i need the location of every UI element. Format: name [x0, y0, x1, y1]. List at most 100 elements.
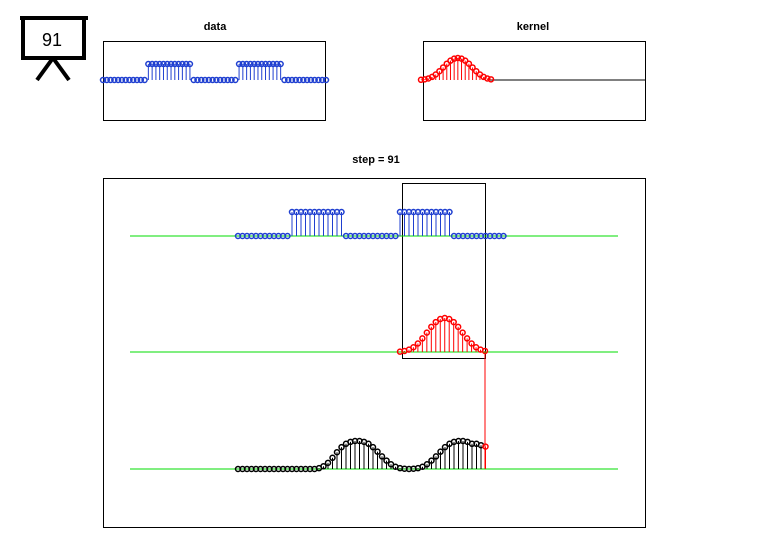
- stem-marker: [473, 67, 480, 75]
- stem-marker: [284, 232, 291, 240]
- stem-marker: [436, 67, 443, 75]
- stem-marker: [216, 76, 224, 84]
- stem-marker: [482, 443, 489, 450]
- stem-marker: [164, 60, 171, 68]
- stem-marker: [99, 76, 107, 84]
- stem-marker: [423, 460, 431, 468]
- stem-marker: [432, 453, 440, 460]
- stem-marker: [421, 76, 428, 83]
- stem-marker: [273, 60, 281, 68]
- stem-marker: [450, 318, 457, 326]
- stem-marker: [205, 76, 213, 84]
- stem-marker: [315, 76, 322, 84]
- stem-marker: [160, 60, 167, 68]
- stem-marker: [224, 76, 231, 84]
- stem-marker: [239, 60, 247, 68]
- kernel-axes: [423, 41, 646, 121]
- stem-marker: [481, 347, 489, 355]
- stem-marker: [232, 76, 239, 84]
- stem-marker: [410, 343, 417, 351]
- stem-marker: [243, 60, 250, 68]
- stem-marker: [300, 76, 307, 84]
- stem-marker: [186, 60, 194, 68]
- stem-marker: [469, 64, 476, 71]
- stem-marker: [445, 315, 453, 323]
- stem-marker: [209, 76, 216, 84]
- stem-marker: [262, 60, 269, 68]
- slide-icon: [20, 16, 88, 82]
- stem-marker: [148, 60, 156, 68]
- stem-marker: [133, 76, 141, 84]
- stem-marker: [459, 329, 466, 336]
- stem-marker: [446, 208, 453, 216]
- title: kernel: [517, 21, 549, 33]
- stem-marker: [417, 76, 425, 84]
- stem-marker: [428, 323, 435, 331]
- stem-marker: [392, 232, 399, 240]
- stem-marker: [118, 76, 126, 84]
- stem-marker: [250, 60, 258, 68]
- stem-marker: [126, 76, 133, 84]
- stem-marker: [213, 76, 220, 84]
- step-axes: [103, 178, 646, 528]
- stem-marker: [443, 60, 451, 67]
- stem-marker: [107, 76, 114, 84]
- stem-marker: [437, 448, 444, 455]
- stem-marker: [365, 440, 372, 448]
- stem-marker: [137, 76, 145, 84]
- stem-marker: [428, 457, 435, 464]
- stem-marker: [450, 55, 458, 62]
- stem-marker: [190, 76, 197, 84]
- stem-marker: [439, 64, 447, 71]
- stem-marker: [414, 340, 422, 347]
- stem-marker: [114, 76, 122, 84]
- stem-marker: [333, 448, 341, 456]
- stem-marker: [383, 457, 390, 464]
- stem-marker: [338, 208, 345, 216]
- stem-marker: [129, 76, 137, 84]
- stem-marker: [432, 318, 440, 326]
- stem-marker: [284, 76, 292, 84]
- stem-marker: [484, 75, 491, 82]
- stem-marker: [152, 60, 160, 68]
- stem-marker: [465, 60, 473, 67]
- stem-marker: [303, 76, 311, 84]
- stem-marker: [220, 76, 228, 84]
- stem-marker: [198, 76, 205, 84]
- stem-marker: [247, 60, 254, 68]
- stem-marker: [454, 323, 462, 331]
- stem-marker: [369, 443, 377, 451]
- stem-marker: [338, 443, 345, 451]
- stem-marker: [103, 76, 111, 84]
- stem-marker: [296, 76, 303, 84]
- stem-marker: [288, 76, 296, 84]
- stem-marker: [269, 60, 277, 68]
- stem-marker: [179, 60, 186, 68]
- stem-marker: [111, 76, 118, 84]
- stem-marker: [145, 60, 152, 68]
- title: data: [204, 21, 228, 33]
- stem-marker: [201, 76, 209, 84]
- stem-marker: [156, 60, 163, 68]
- stem-marker: [487, 76, 495, 83]
- stem-marker: [194, 76, 201, 84]
- stem-marker: [182, 60, 190, 68]
- window: [402, 183, 486, 359]
- title: step = 91: [352, 154, 399, 166]
- stem-marker: [281, 76, 288, 84]
- stem-marker: [254, 60, 262, 68]
- stem-marker: [468, 340, 475, 347]
- stem-marker: [329, 454, 336, 462]
- stem-marker: [311, 76, 318, 84]
- stem-marker: [320, 462, 327, 470]
- stem-marker: [266, 60, 273, 68]
- stem-marker: [171, 60, 179, 68]
- stem-marker: [235, 60, 243, 68]
- stem-marker: [292, 76, 300, 84]
- stem-marker: [175, 60, 182, 68]
- stem-marker: [322, 76, 330, 84]
- stem-marker: [500, 232, 507, 240]
- slide-number: 91: [42, 30, 62, 50]
